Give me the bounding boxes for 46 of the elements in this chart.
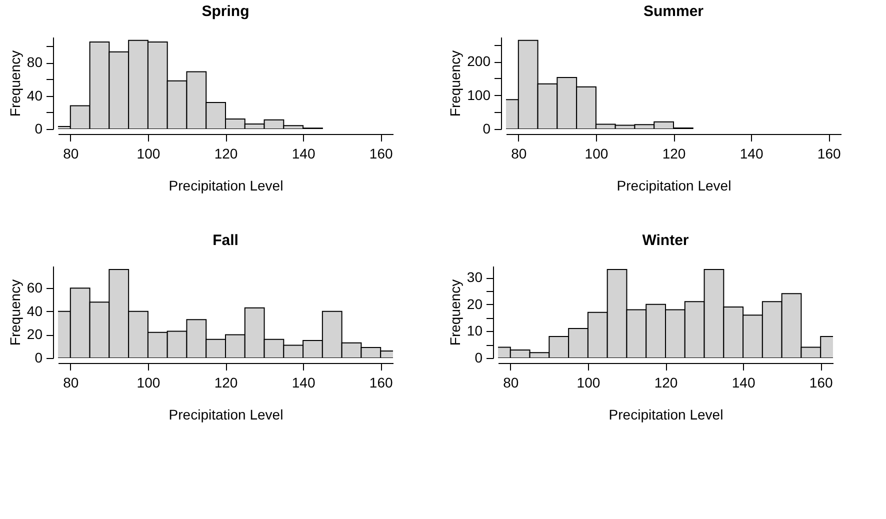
y-tick-label: 40 [26,87,43,104]
y-tick-label: 100 [467,86,491,103]
x-axis-title: Precipitation Level [168,178,284,194]
x-tick-label: 100 [576,374,600,390]
y-tick-label: 80 [26,54,43,70]
x-tick-label: 120 [214,146,238,162]
x-tick-label: 160 [809,374,833,390]
x-tick-label: 160 [817,146,841,162]
chart-title: Fall [212,232,238,249]
y-axis-title: Frequency [6,50,23,117]
y-tick-label: 20 [466,296,483,312]
x-axis-title: Precipitation Level [616,178,732,194]
x-tick-label: 140 [292,146,316,162]
y-tick-label: 0 [34,350,43,366]
x-tick-label: 80 [511,146,527,162]
x-tick-label: 100 [136,374,160,390]
chart-title: Summer [643,3,704,20]
chart-title: Winter [642,232,689,249]
x-tick-label: 80 [503,374,519,390]
y-axis-title: Frequency [6,279,23,346]
y-tick-label: 10 [466,322,483,339]
x-tick-label: 80 [63,146,79,162]
x-tick-label: 140 [740,146,764,162]
x-tick-label: 140 [292,374,316,390]
x-tick-label: 100 [136,146,160,162]
y-axis-title: Frequency [446,279,463,346]
y-tick-label: 20 [26,326,43,342]
x-tick-label: 80 [63,374,79,390]
chart-title: Spring [202,3,250,20]
y-tick-label: 60 [26,280,43,296]
x-tick-label: 100 [584,146,608,162]
x-axis-title: Precipitation Level [608,406,724,422]
y-tick-label: 30 [466,269,483,286]
x-tick-label: 120 [214,374,238,390]
x-axis-title: Precipitation Level [168,406,284,422]
y-tick-label: 0 [474,350,483,366]
x-tick-label: 120 [654,374,678,390]
y-tick-label: 0 [34,120,43,136]
x-tick-label: 160 [369,374,393,390]
y-tick-label: 0 [482,120,491,136]
y-tick-label: 40 [26,302,43,319]
x-tick-label: 160 [369,146,393,162]
y-axis-title: Frequency [447,50,464,117]
x-tick-label: 140 [732,374,756,390]
y-tick-label: 200 [467,53,491,70]
x-tick-label: 120 [662,146,686,162]
